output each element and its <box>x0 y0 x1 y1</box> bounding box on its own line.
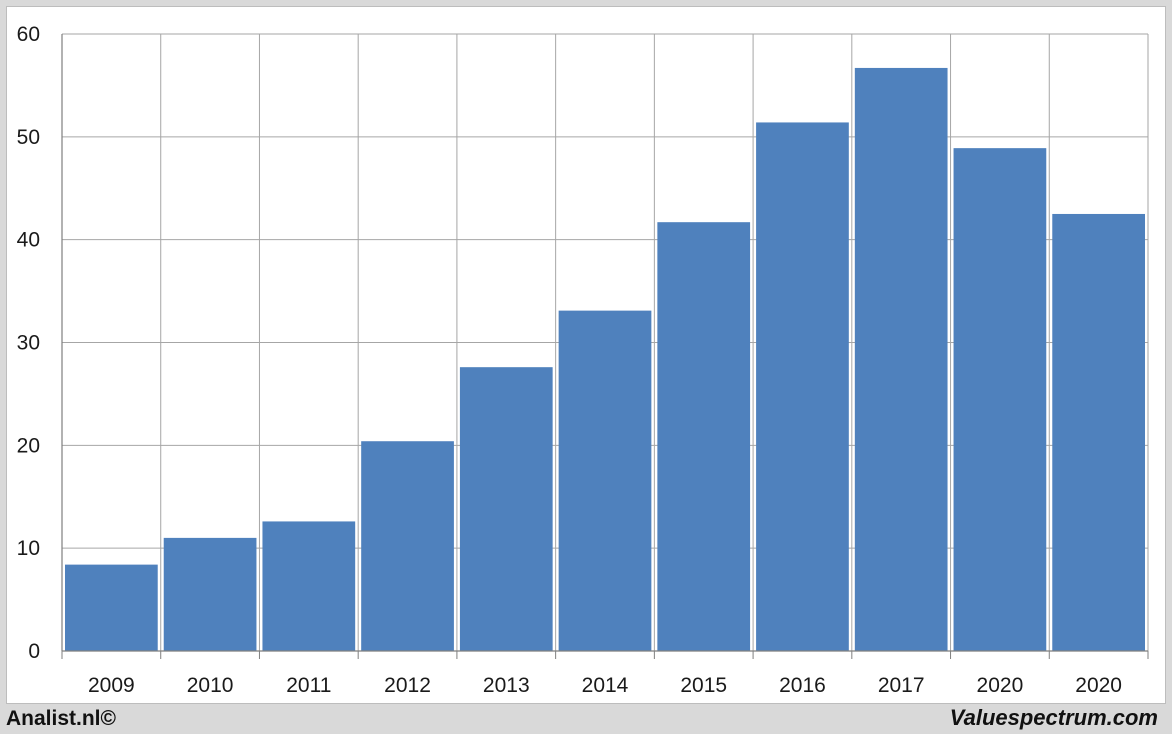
y-tick-label: 40 <box>17 229 40 252</box>
y-tick-label: 50 <box>17 126 40 149</box>
bar-2016-7 <box>756 122 849 652</box>
y-tick-label: 30 <box>17 332 40 355</box>
x-tick-label: 2010 <box>187 674 234 697</box>
bar-2020-10 <box>1052 213 1145 652</box>
x-tick-label: 2013 <box>483 674 530 697</box>
footer-left-credit: Analist.nl© <box>6 707 116 730</box>
bar-2010-1 <box>163 537 257 651</box>
bar-2020-9 <box>953 148 1047 651</box>
bar-2014-5 <box>558 310 652 651</box>
bar-2012-3 <box>361 441 454 651</box>
y-tick-label: 0 <box>28 640 40 663</box>
x-tick-label: 2012 <box>384 674 431 697</box>
x-tick-label: 2020 <box>1075 674 1122 697</box>
bar-2017-8 <box>854 67 948 651</box>
bar-2015-6 <box>657 222 751 651</box>
x-tick-label: 2017 <box>878 674 925 697</box>
y-tick-label: 60 <box>17 23 40 46</box>
x-tick-label: 2014 <box>582 674 629 697</box>
x-tick-labels: 2009 2010 2011 2012 2013 2014 2015 2016 2017 2020… <box>88 674 1122 697</box>
x-tick-label: 2011 <box>286 674 331 697</box>
y-tick-label: 10 <box>17 537 40 560</box>
bar-2009-0 <box>65 564 158 651</box>
bar-2013-4 <box>459 367 553 651</box>
footer-right-credit: Valuespectrum.com <box>949 705 1158 730</box>
x-tick-label: 2016 <box>779 674 826 697</box>
x-tick-label: 2009 <box>88 674 135 697</box>
y-tick-labels: 0 10 20 30 40 50 60 <box>17 23 40 663</box>
axes <box>61 34 1149 659</box>
x-tick-label: 2020 <box>977 674 1024 697</box>
x-tick-label: 2015 <box>680 674 727 697</box>
y-tick-label: 20 <box>17 434 40 457</box>
bar-2011-2 <box>262 521 356 651</box>
bars <box>65 67 1145 652</box>
